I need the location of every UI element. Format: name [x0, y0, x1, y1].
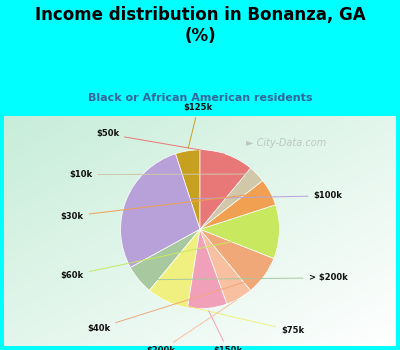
Text: $30k: $30k: [61, 193, 267, 220]
Text: $10k: $10k: [69, 170, 254, 179]
Wedge shape: [200, 229, 274, 290]
Wedge shape: [121, 154, 200, 267]
Text: $150k: $150k: [209, 311, 243, 350]
Text: Black or African American residents: Black or African American residents: [88, 93, 312, 103]
Text: Income distribution in Bonanza, GA
(%): Income distribution in Bonanza, GA (%): [35, 6, 365, 45]
Text: $60k: $60k: [60, 232, 277, 280]
Wedge shape: [200, 168, 263, 229]
Wedge shape: [200, 229, 250, 304]
Wedge shape: [188, 229, 227, 309]
Wedge shape: [200, 205, 279, 258]
Wedge shape: [130, 229, 200, 290]
Text: $40k: $40k: [87, 277, 262, 332]
Text: ► City-Data.com: ► City-Data.com: [246, 138, 326, 148]
Wedge shape: [176, 150, 200, 229]
Text: $50k: $50k: [96, 130, 224, 154]
Text: > $200k: > $200k: [142, 273, 347, 282]
Text: $125k: $125k: [184, 103, 213, 148]
Wedge shape: [200, 181, 276, 229]
Text: $75k: $75k: [170, 302, 304, 335]
Text: $200k: $200k: [146, 300, 237, 350]
Wedge shape: [150, 229, 200, 308]
Wedge shape: [200, 150, 250, 229]
Text: $100k: $100k: [129, 191, 342, 200]
